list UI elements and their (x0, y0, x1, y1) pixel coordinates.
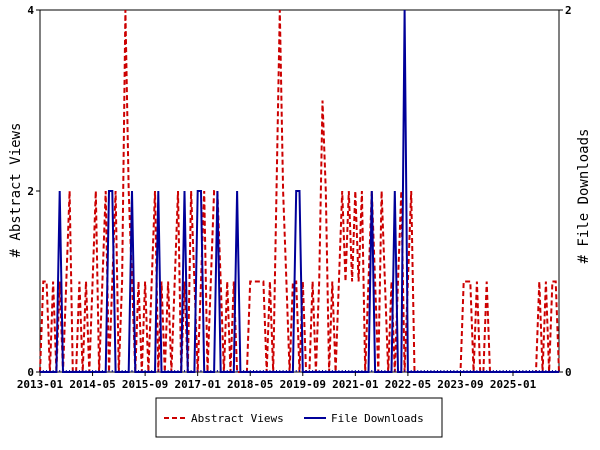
x-tick-label: 2015-09 (122, 378, 168, 391)
x-tick-label: 2013-01 (17, 378, 64, 391)
legend-label-abstract-views: Abstract Views (191, 412, 284, 425)
x-tick-label: 2022-05 (385, 378, 431, 391)
x-tick-label: 2023-09 (437, 378, 483, 391)
y-left-tick-label: 0 (27, 366, 34, 379)
y-axis-right-title: # File Downloads (576, 129, 592, 264)
x-tick-label: 2014-05 (69, 378, 115, 391)
y-right-tick-label: 2 (565, 4, 572, 17)
legend: Abstract Views File Downloads (155, 397, 443, 438)
x-tick-label: 2017-01 (174, 378, 221, 391)
x-tick-label: 2021-01 (332, 378, 379, 391)
legend-label-file-downloads: File Downloads (331, 412, 424, 425)
x-tick-label: 2019-09 (280, 378, 326, 391)
y-left-tick-label: 4 (27, 4, 34, 17)
y-axis-right: 02 (559, 4, 572, 379)
y-axis-left: 0 2 4 (27, 4, 40, 379)
legend-box (155, 397, 443, 438)
y-axis-left-title: # Abstract Views (8, 123, 24, 258)
y-left-tick-label: 2 (27, 185, 34, 198)
x-tick-label: 2018-05 (227, 378, 273, 391)
x-axis: 2013-01 2014-05 2015-09 2017-01 2018-05 2019-… (17, 372, 537, 391)
series-line-file-downloads (40, 9, 559, 373)
y-right-tick-label: 0 (565, 366, 572, 379)
plot-area (39, 9, 560, 373)
x-tick-label: 2025-01 (490, 378, 537, 391)
